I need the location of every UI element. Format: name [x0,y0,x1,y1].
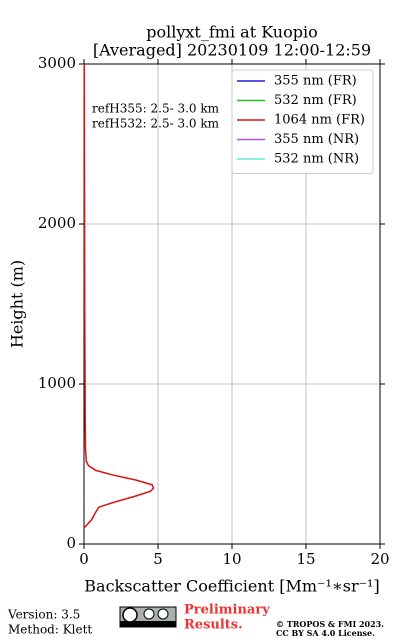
legend-label: 355 nm (NR) [274,132,359,147]
chart-title: [Averaged] 20230109 12:00-12:59 [93,41,371,60]
x-axis-label: Backscatter Coefficient [Mm⁻¹∗sr⁻¹] [84,577,379,596]
x-tick-label: 15 [296,550,315,568]
method: Method: Klett [8,623,92,637]
annotation: refH532: 2.5- 3.0 km [92,117,220,131]
legend-label: 1064 nm (FR) [274,113,365,128]
copyright: © TROPOS & FMI 2023. [276,619,384,629]
x-tick-label: 5 [153,550,163,568]
x-tick-label: 0 [79,550,89,568]
legend-box [231,69,374,174]
copyright: CC BY SA 4.0 License. [276,628,375,638]
y-tick-label: 3000 [38,54,76,72]
y-tick-label: 1000 [38,374,76,392]
y-tick-label: 0 [66,534,76,552]
version: Version: 3.5 [7,608,80,622]
y-axis-label: Height (m) [8,260,27,348]
y-tick-label: 2000 [38,214,76,232]
annotation: refH355: 2.5- 3.0 km [92,102,220,116]
notice: Results. [184,618,243,633]
data-line [83,63,155,529]
legend-label: 532 nm (NR) [274,152,359,167]
legend-label: 355 nm (FR) [274,74,357,89]
notice: Preliminary [184,603,270,618]
chart-title: pollyxt_fmi at Kuopio [146,23,317,42]
legend-label: 532 nm (FR) [274,93,357,108]
x-tick-label: 10 [222,550,241,568]
x-tick-label: 20 [370,550,389,568]
cc-logo [119,606,177,628]
